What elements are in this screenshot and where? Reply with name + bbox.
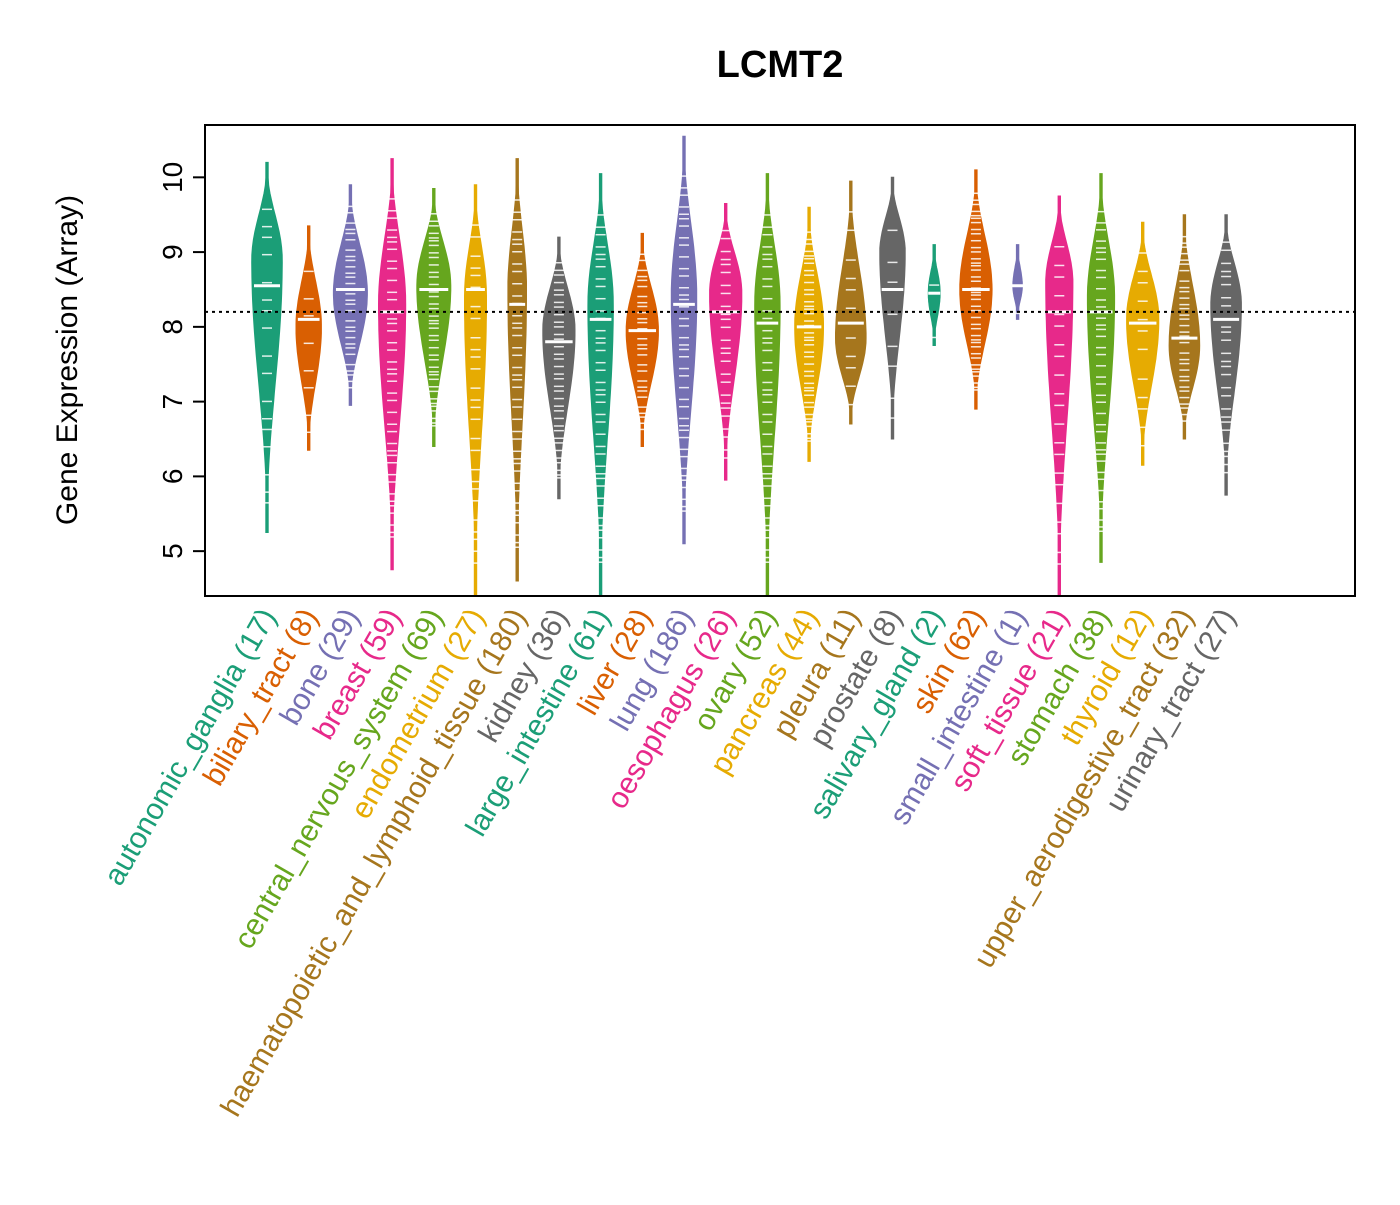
violin-upper_aerodigestive_tract [1168,214,1201,440]
category-label-autonomic_ganglia: autonomic_ganglia (17) [98,603,283,891]
violin-body [1086,173,1116,563]
violin-body [835,180,867,425]
violin-body [670,135,698,545]
violin-body [927,244,941,346]
violin-lung [670,135,698,545]
violin-body [1168,214,1201,440]
violin-body [754,173,781,597]
violin-body [1045,195,1074,597]
violin-autonomic_ganglia [251,161,283,533]
violin-oesophagus [709,203,743,481]
violin-body [1210,214,1242,496]
violin-liver [625,232,659,447]
y-tick-label: 5 [157,543,188,559]
y-tick-label: 10 [157,162,188,193]
y-axis-label: Gene Expression (Array) [51,195,84,525]
violin-body [709,203,743,481]
violin-skin [959,169,993,410]
violin-body [1126,221,1160,466]
chart-title: LCMT2 [717,44,844,86]
violin-central_nervous_system [416,188,452,447]
violin-body [464,184,487,597]
violin-thyroid [1126,221,1160,466]
violin-body [332,184,368,406]
violin-body [295,225,322,451]
violin-body [879,176,906,440]
violin-breast [378,158,407,571]
violin-body [251,161,283,533]
y-tick-label: 6 [157,469,188,485]
violin-kidney [542,236,576,500]
violin-pleura [835,180,867,425]
violin-body [542,236,576,500]
violin-ovary [754,173,781,597]
violin-body [1012,244,1023,320]
violin-stomach [1086,173,1116,563]
violin-endometrium [464,184,487,597]
violin-urinary_tract [1210,214,1242,496]
violin-body [587,173,614,597]
y-tick-label: 8 [157,319,188,335]
violin-large_intestine [587,173,614,597]
violin-soft_tissue [1045,195,1074,597]
violin-body [625,232,659,447]
violin-body [416,188,452,447]
violin-biliary_tract [295,225,322,451]
violin-bone [332,184,368,406]
violin-small_intestine [1011,244,1024,320]
violin-prostate [879,176,906,440]
violin-body [507,158,527,582]
violin-salivary_gland [927,244,941,346]
violin-pancreas [794,206,824,462]
y-tick-label: 7 [157,394,188,410]
y-tick-label: 9 [157,244,188,260]
violin-haematopoietic_and_lymphoid_tissue [507,158,527,582]
violin-body [378,158,407,571]
violin-body [794,206,824,462]
